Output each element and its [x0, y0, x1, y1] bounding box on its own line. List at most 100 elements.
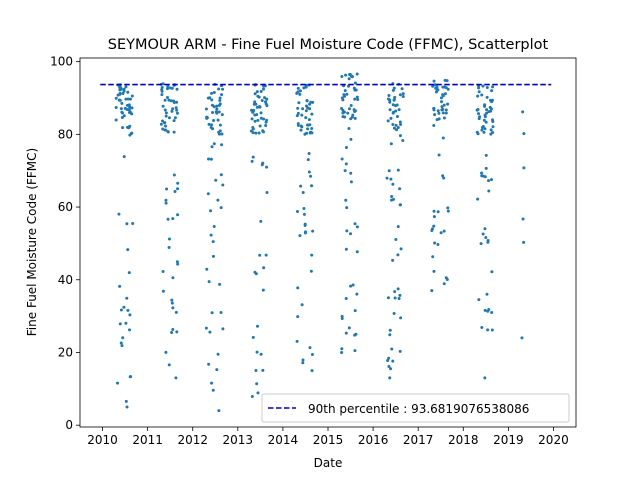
data-point — [309, 269, 313, 273]
data-point — [207, 157, 211, 161]
data-point — [476, 132, 480, 136]
data-point — [260, 163, 264, 167]
data-point — [252, 108, 256, 112]
data-point — [441, 107, 445, 111]
data-point — [433, 241, 437, 245]
data-point — [344, 296, 348, 300]
data-point — [310, 131, 314, 135]
y-tick-label: 40 — [58, 273, 73, 287]
data-point — [430, 227, 434, 231]
data-point — [296, 86, 300, 90]
data-point — [310, 112, 314, 116]
data-point — [296, 90, 300, 94]
data-point — [400, 87, 404, 91]
data-point — [347, 107, 351, 111]
data-point — [204, 326, 208, 330]
data-point — [161, 104, 165, 108]
data-point — [481, 124, 485, 128]
data-point — [126, 308, 130, 312]
data-point — [393, 290, 397, 294]
data-point — [307, 118, 311, 122]
data-point — [353, 349, 357, 353]
x-tick-label: 2019 — [493, 433, 524, 447]
data-point — [249, 129, 253, 133]
data-point — [353, 109, 357, 113]
data-point — [205, 267, 209, 271]
data-point — [437, 111, 441, 115]
data-point — [355, 72, 359, 76]
data-point — [220, 113, 224, 117]
data-point — [436, 88, 440, 92]
data-point — [443, 92, 447, 96]
data-point — [215, 111, 219, 115]
data-point — [175, 111, 179, 115]
data-point — [212, 142, 216, 146]
data-point — [446, 209, 450, 213]
data-point — [214, 178, 218, 182]
data-point — [170, 330, 174, 334]
data-point — [446, 102, 450, 106]
data-point — [355, 250, 359, 254]
data-point — [522, 132, 526, 136]
data-point — [391, 103, 395, 107]
data-point — [210, 145, 214, 149]
data-point — [399, 247, 403, 251]
data-point — [167, 237, 171, 241]
data-point — [122, 114, 126, 118]
data-point — [311, 229, 315, 233]
data-point — [341, 111, 345, 115]
data-point — [346, 111, 350, 115]
data-point — [349, 171, 353, 175]
x-tick-label: 2016 — [358, 433, 389, 447]
data-point — [353, 97, 357, 101]
data-point — [475, 108, 479, 112]
data-point — [432, 79, 436, 83]
data-point — [164, 198, 168, 202]
data-point — [161, 269, 165, 273]
data-point — [255, 324, 259, 328]
data-point — [128, 106, 132, 110]
data-point — [124, 85, 128, 89]
data-point — [349, 180, 353, 184]
data-point — [399, 316, 403, 320]
data-point — [394, 128, 398, 132]
data-point — [171, 276, 175, 280]
data-point — [172, 119, 176, 123]
y-axis-label: Fine Fuel Moisture Code (FFMC) — [25, 148, 39, 336]
data-point — [119, 341, 123, 345]
data-point — [340, 316, 344, 320]
data-point — [220, 132, 224, 136]
data-point — [310, 126, 314, 130]
data-point — [445, 79, 449, 83]
data-point — [126, 90, 130, 94]
data-point — [396, 168, 400, 172]
data-point — [442, 282, 446, 286]
data-point — [126, 97, 130, 101]
data-point — [118, 284, 122, 288]
data-point — [430, 289, 434, 293]
data-point — [344, 247, 348, 251]
data-point — [432, 209, 436, 213]
data-point — [446, 87, 450, 91]
data-point — [250, 159, 254, 163]
data-point — [386, 97, 390, 101]
data-point — [434, 86, 438, 90]
data-point — [444, 111, 448, 115]
data-point — [491, 85, 495, 89]
data-point — [296, 286, 300, 290]
data-point — [386, 296, 390, 300]
data-point — [391, 88, 395, 92]
data-point — [477, 90, 481, 94]
data-point — [483, 227, 487, 231]
data-point — [163, 121, 167, 125]
data-point — [300, 113, 304, 117]
data-point — [401, 95, 405, 99]
data-point — [210, 91, 214, 95]
data-point — [211, 127, 215, 131]
data-point — [125, 222, 129, 226]
data-point — [160, 93, 164, 97]
data-point — [159, 122, 163, 126]
data-point — [211, 110, 215, 114]
data-point — [124, 321, 128, 325]
